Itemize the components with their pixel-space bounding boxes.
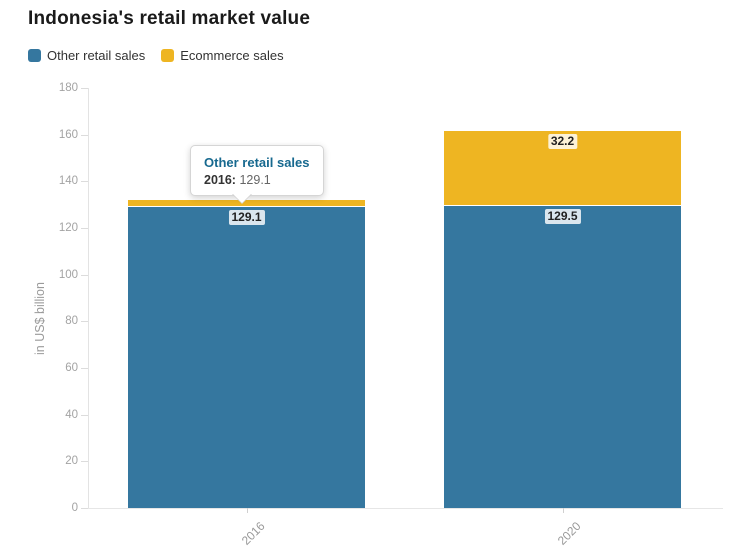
y-axis-tick xyxy=(81,181,88,183)
y-axis-tick-label: 180 xyxy=(58,82,78,94)
legend: Other retail sales Ecommerce sales xyxy=(28,48,284,63)
y-axis-tick xyxy=(81,274,88,276)
y-axis-tick xyxy=(81,134,88,136)
bar-value-label: 32.2 xyxy=(547,133,578,149)
y-axis-tick xyxy=(81,508,88,509)
bar-value-label: 129.1 xyxy=(228,209,265,225)
tooltip-value: 129.1 xyxy=(239,173,271,187)
tooltip: Other retail sales 2016: 129.1 xyxy=(190,145,324,204)
y-axis-tick xyxy=(81,321,88,323)
y-axis-tick-label: 160 xyxy=(58,128,78,141)
y-axis-tick-label: 140 xyxy=(58,175,78,188)
y-axis-tick xyxy=(81,368,88,369)
y-axis-tick xyxy=(81,228,88,229)
x-axis-tick xyxy=(246,508,248,513)
tooltip-category: 2016: xyxy=(204,173,236,187)
legend-swatch-other-retail-sales xyxy=(28,49,41,62)
bar-value-label: 129.5 xyxy=(544,208,581,224)
y-axis-tick-label: 0 xyxy=(71,502,78,514)
legend-item-other-retail-sales: Other retail sales xyxy=(28,48,145,63)
legend-item-ecommerce-sales: Ecommerce sales xyxy=(161,48,284,63)
y-axis-tick-label: 20 xyxy=(65,455,78,468)
y-axis-tick-label: 120 xyxy=(58,222,78,234)
chart-title: Indonesia's retail market value xyxy=(28,8,311,29)
x-axis-label-2020: 2020 xyxy=(554,519,584,548)
x-axis-baseline xyxy=(81,508,723,509)
legend-swatch-ecommerce-sales xyxy=(161,49,175,62)
y-axis-tick xyxy=(81,88,88,89)
bar-segment-other-retail-sales-2020[interactable] xyxy=(444,205,681,508)
y-axis-line xyxy=(88,88,89,508)
legend-label: Other retail sales xyxy=(47,48,146,63)
y-axis-tick xyxy=(81,414,88,416)
y-axis-tick-label: 60 xyxy=(65,362,78,374)
legend-label: Ecommerce sales xyxy=(180,48,284,63)
y-axis-tick-label: 40 xyxy=(65,408,78,421)
x-axis-tick xyxy=(562,508,564,513)
y-axis-tick-label: 100 xyxy=(58,268,78,281)
tooltip-series-name: Other retail sales xyxy=(204,155,310,170)
bar-segment-other-retail-sales-2016[interactable] xyxy=(128,206,365,508)
tooltip-value-line: 2016: 129.1 xyxy=(204,173,310,187)
x-axis-label-2016: 2016 xyxy=(238,519,268,548)
y-axis-tick xyxy=(81,461,88,463)
y-axis-tick-label: 80 xyxy=(65,315,78,328)
